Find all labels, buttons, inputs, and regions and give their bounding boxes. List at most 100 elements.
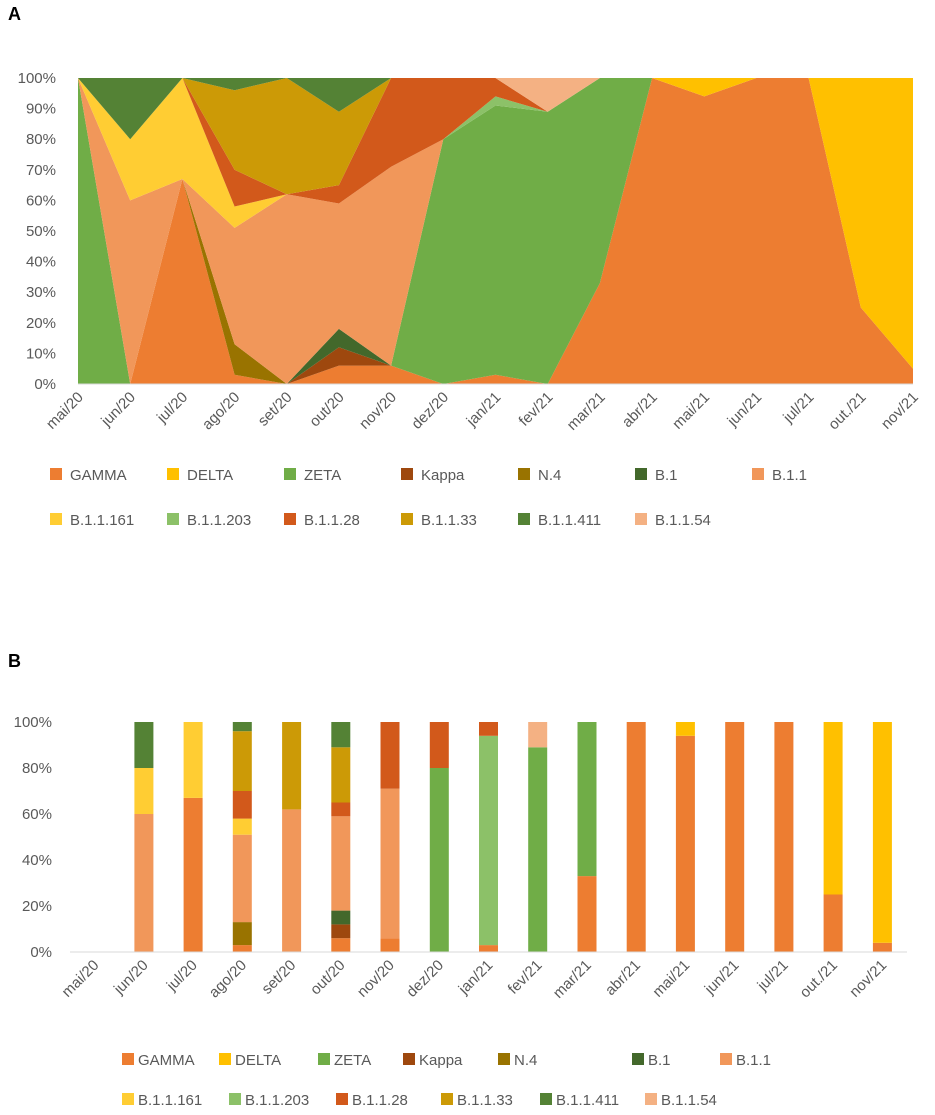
legend-swatch [518,513,530,525]
y-tick-label: 100% [18,70,56,87]
bar-segment-n-4 [232,922,252,946]
legend-item-n-4: N.4 [518,467,561,484]
legend-item-b-1-1: B.1.1 [752,467,807,484]
bar-segment-b-1-1-161 [232,818,252,835]
x-tick-label: jun/20 [110,957,152,999]
legend-swatch [167,513,179,525]
bar-segment-zeta [429,768,449,952]
bar-segment-gamma [823,894,843,952]
bar-segment-gamma [380,938,400,952]
area-b-1-1-33 [78,78,913,195]
legend-swatch [632,1053,644,1065]
legend-label: ZETA [304,467,341,484]
legend-item-gamma: GAMMA [50,467,127,484]
y-tick-label: 40% [26,254,56,271]
y-tick-label: 20% [22,898,52,915]
bar-segment-b-1-1 [282,809,302,952]
bar-segment-b-1-1-28 [232,791,252,819]
legend-swatch [441,1093,453,1105]
legend-swatch [122,1053,134,1065]
legend-swatch [645,1093,657,1105]
legend-item-zeta: ZETA [284,467,341,484]
area-zeta [78,78,913,384]
bar-segment-gamma [725,722,745,952]
legend-swatch [122,1093,134,1105]
area-gamma [78,78,913,384]
x-tick-label: jul/20 [163,957,201,995]
legend-item-delta: DELTA [219,1052,281,1069]
x-tick-label: nov/21 [846,957,890,1001]
legend-swatch [498,1053,510,1065]
legend-item-gamma: GAMMA [122,1052,195,1069]
x-tick-label: ago/20 [206,957,250,1001]
bar-segment-b-1-1-411 [331,722,351,748]
area-b-1-1 [78,78,913,384]
bar-segment-b-1-1 [134,814,154,952]
legend-label: DELTA [235,1052,281,1069]
x-tick-label: abr/21 [602,957,644,999]
legend-item-b-1: B.1 [635,467,678,484]
y-tick-label: 60% [22,806,52,823]
legend-item-b-1-1-161: B.1.1.161 [122,1092,202,1109]
x-tick-label: jan/21 [455,957,497,999]
bar-segment-b-1-1-203 [479,735,498,946]
y-tick-label: 0% [30,944,52,961]
bar-segment-b-1-1-33 [232,731,252,791]
legend-swatch [229,1093,241,1105]
x-tick-label: out./21 [797,957,841,1001]
bar-segment-b-1-1-411 [134,722,154,768]
y-tick-label: 80% [26,131,56,148]
legend-item-b-1-1-411: B.1.1.411 [540,1092,619,1109]
y-tick-label: 100% [14,714,52,731]
y-tick-label: 20% [26,315,56,332]
legend-label: B.1.1.411 [538,512,601,529]
legend-item-b-1-1-28: B.1.1.28 [284,512,360,529]
legend-item-b-1-1-411: B.1.1.411 [518,512,601,529]
bar-segment-gamma [183,797,203,952]
legend-swatch [284,513,296,525]
legend-swatch [401,513,413,525]
bar-segment-gamma [774,722,794,952]
legend-item-b-1-1-54: B.1.1.54 [635,512,711,529]
bar-segment-b-1-1-28 [380,722,400,789]
y-tick-label: 50% [26,223,56,240]
legend-label: B.1 [655,467,678,484]
bar-segment-b-1-1 [331,816,351,911]
x-tick-label: fev/21 [505,957,546,998]
legend-item-b-1-1: B.1.1 [720,1052,771,1069]
bar-segment-b-1-1 [232,834,252,923]
x-tick-label: mar/21 [550,957,595,1002]
legend-swatch [518,468,530,480]
bar-segment-gamma [872,942,892,952]
legend-swatch [635,468,647,480]
legend-item-b-1: B.1 [632,1052,671,1069]
bar-segment-gamma [577,876,597,952]
legend-swatch [403,1053,415,1065]
legend-item-n-4: N.4 [498,1052,537,1069]
legend-swatch [401,468,413,480]
legend-swatch [219,1053,231,1065]
legend-swatch [318,1053,330,1065]
y-tick-label: 80% [22,760,52,777]
x-tick-label: set/20 [258,957,299,998]
legend-label: B.1 [648,1052,671,1069]
panel-a-label: A [8,4,21,24]
legend-item-delta: DELTA [167,467,233,484]
legend-swatch [284,468,296,480]
y-tick-label: 10% [26,345,56,362]
legend-swatch [50,513,62,525]
legend-label: B.1.1.161 [138,1092,202,1109]
bar-segment-b-1-1-28 [331,802,351,817]
bar-segment-kappa [331,924,351,939]
legend-item-b-1-1-33: B.1.1.33 [441,1092,513,1109]
bar-segment-b-1 [331,910,351,925]
legend-label: GAMMA [70,467,127,484]
bar-segment-b-1-1-33 [282,722,302,810]
area-b-1-1-203 [78,78,913,207]
legend-label: B.1.1 [772,467,807,484]
legend-label: ZETA [334,1052,371,1069]
bar-segment-b-1-1-161 [183,722,203,798]
legend-label: B.1.1.54 [661,1092,717,1109]
x-tick-label: out/20 [307,957,349,999]
